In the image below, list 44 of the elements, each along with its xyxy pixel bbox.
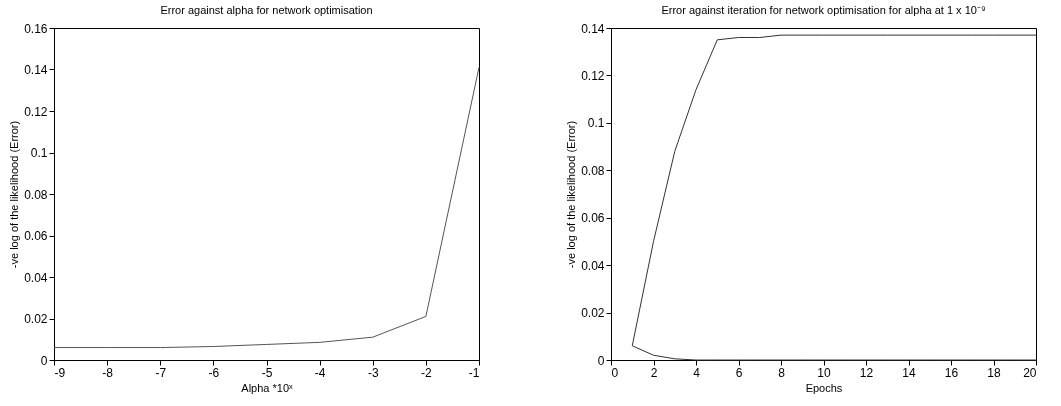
chart-title: Error against alpha for network optimisation: [160, 4, 373, 16]
y-tick-label: 0.12: [24, 104, 48, 119]
y-tick-label: 0.06: [581, 211, 605, 226]
x-tick-label: 18: [987, 365, 1001, 380]
y-tick-label: 0.16: [24, 21, 48, 36]
x-tick-label: 14: [902, 365, 916, 380]
y-tick-label: 0.1: [30, 146, 48, 160]
x-tick-label: -8: [102, 365, 114, 380]
x-tick-label: -7: [155, 365, 167, 380]
x-tick-label: 16: [944, 365, 959, 380]
y-tick-label: 0: [597, 353, 605, 368]
chart-title: Error against iteration for network optimisation for alpha at 1 x 10⁻⁹: [661, 4, 986, 16]
y-tick-label: 0.02: [581, 306, 605, 321]
y-tick-label: 0.02: [24, 312, 48, 326]
x-tick-label: -5: [261, 365, 273, 380]
y-tick-label: 0.04: [581, 258, 605, 273]
y-tick-label: 0.08: [24, 187, 48, 202]
y-tick-label: 0.12: [581, 68, 605, 83]
x-tick-label: -1: [468, 365, 480, 380]
x-axis-title: Alpha *10ˣ: [241, 381, 294, 394]
y-tick-label: 0: [40, 353, 48, 368]
y-tick-label: 0.04: [24, 270, 48, 285]
y-tick-label: 0.14: [24, 63, 48, 77]
x-tick-label: 10: [817, 365, 831, 380]
y-tick-label: 0.1: [587, 116, 605, 131]
y-tick-label: 0.06: [24, 229, 48, 243]
x-tick-label: -9: [54, 365, 66, 380]
x-tick-label: 0: [611, 365, 619, 380]
x-tick-label: -6: [208, 365, 220, 380]
x-tick-label: 4: [693, 365, 701, 380]
x-tick-label: 8: [778, 365, 786, 380]
x-tick-label: -2: [421, 365, 433, 380]
x-tick-label: -4: [314, 365, 326, 380]
y-tick-label: 0.08: [581, 163, 605, 178]
x-tick-label: 12: [859, 365, 874, 380]
y-axis-title: -ve log of the likelihood (Error): [565, 120, 578, 269]
x-tick-label: 6: [735, 365, 743, 380]
x-tick-label: -3: [367, 365, 379, 380]
line-series: [53, 66, 480, 349]
y-tick-label: 0.14: [581, 21, 605, 36]
y-axis-title: -ve log of the likelihood (Error): [8, 120, 21, 269]
x-tick-label: 20: [1023, 365, 1037, 380]
x-tick-label: 2: [650, 365, 658, 380]
x-axis-title: Epochs: [805, 381, 843, 394]
